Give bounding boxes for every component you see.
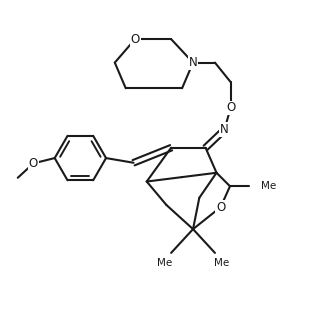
Text: O: O (130, 33, 140, 46)
Text: Me: Me (214, 258, 229, 268)
Text: O: O (29, 157, 38, 170)
Text: N: N (189, 56, 198, 69)
Text: Me: Me (157, 258, 172, 268)
Text: N: N (220, 123, 229, 136)
Text: Me: Me (261, 181, 277, 191)
Text: O: O (226, 101, 235, 115)
Text: O: O (216, 201, 225, 214)
